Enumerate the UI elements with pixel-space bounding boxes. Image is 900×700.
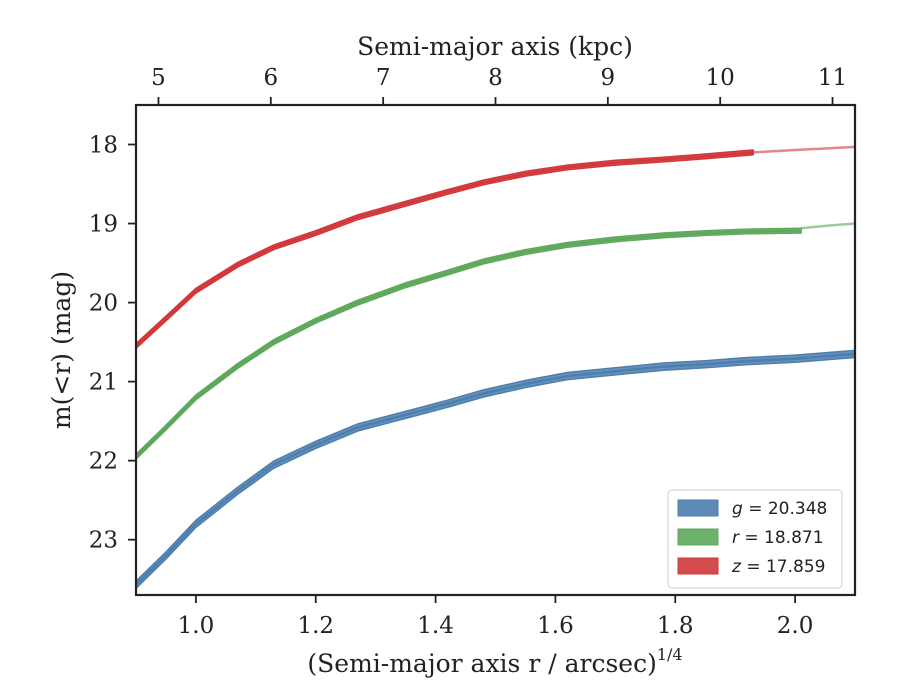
y-tick-label-18: 18 — [89, 133, 118, 159]
y-tick-label-20: 20 — [89, 291, 118, 317]
line-z-17-859 — [136, 151, 754, 347]
y-axis-title: m(<r) (mag) — [47, 271, 76, 429]
legend: g = 20.348 r = 18.871 z = 17.859 — [667, 489, 843, 589]
top-axis-title: Semi-major axis (kpc) — [357, 32, 633, 61]
x-tick-label-1-2: 1.2 — [297, 613, 334, 639]
top-x-tick-label-9: 9 — [601, 65, 616, 91]
top-x-tick-label-10: 10 — [706, 65, 735, 91]
x-tick-label-1-0: 1.0 — [178, 613, 215, 639]
y-tick-label-23: 23 — [89, 528, 118, 554]
legend-swatch-g-20-348 — [677, 499, 719, 517]
top-x-tick-label-8: 8 — [488, 65, 503, 91]
top-x-tick-label-11: 11 — [818, 65, 847, 91]
legend-swatch-r-18-871 — [677, 528, 719, 546]
legend-label-r-18-871: r = 18.871 — [732, 528, 824, 548]
x-axis-title-exponent: 1/4 — [657, 645, 683, 664]
x-tick-label-1-6: 1.6 — [537, 613, 574, 639]
legend-label-z-17-859: z = 17.859 — [731, 557, 825, 577]
x-tick-label-1-8: 1.8 — [657, 613, 694, 639]
line-g-20-348 — [136, 352, 855, 586]
top-x-tick-label-6: 6 — [263, 65, 278, 91]
band-z-17-859 — [136, 149, 754, 350]
x-axis-title: (Semi-major axis r / arcsec)1/4 — [307, 645, 682, 678]
x-tick-label-2-0: 2.0 — [777, 613, 814, 639]
extrapolation-r-18-871 — [800, 222, 855, 230]
y-tick-label-19: 19 — [89, 212, 118, 238]
x-tick-label-1-4: 1.4 — [417, 613, 454, 639]
line-r-18-871 — [136, 229, 802, 458]
ticks-layer: 1.0 1.2 1.4 1.6 1.8 2.0 5 6 7 8 9 10 11 18 19 20 21 22 23 — [89, 65, 847, 639]
x-axis-title-main: (Semi-major axis r / arcsec) — [307, 649, 656, 678]
extrapolation-z-17-859 — [753, 145, 855, 154]
legend-swatch-z-17-859 — [677, 557, 719, 575]
top-x-tick-label-7: 7 — [376, 65, 391, 91]
y-tick-label-21: 21 — [89, 370, 118, 396]
legend-label-g-20-348: g = 20.348 — [732, 499, 827, 519]
band-r-18-871 — [136, 227, 802, 461]
top-x-tick-label-5: 5 — [151, 65, 166, 91]
y-tick-label-22: 22 — [89, 449, 118, 475]
series-layer — [136, 145, 855, 590]
band-g-20-348 — [136, 349, 855, 590]
